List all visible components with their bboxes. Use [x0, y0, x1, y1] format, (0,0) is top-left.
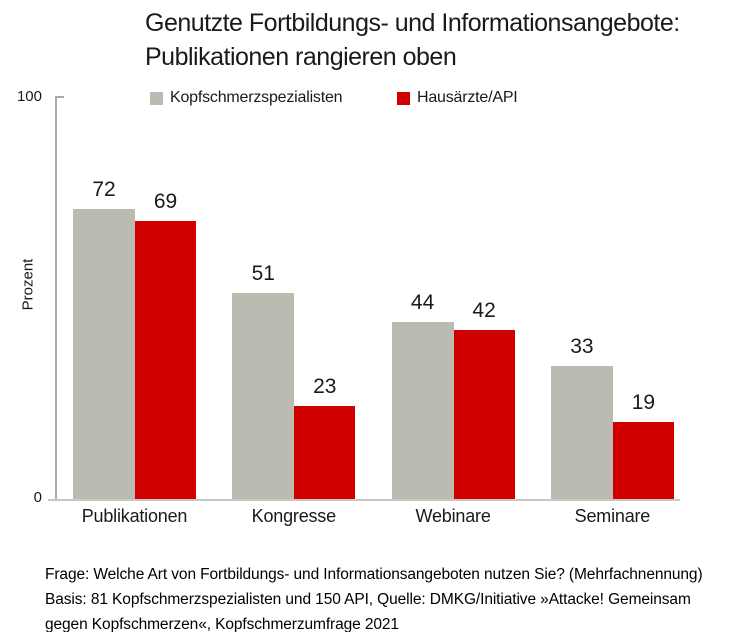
bar-kopfschmerzspezialisten-seminare: [550, 366, 613, 499]
source-note-line-1: Frage: Welche Art von Fortbildungs- und …: [45, 566, 703, 583]
legend-swatch-gray: [150, 91, 163, 105]
legend-label-specialists: Kopfschmerzspezialisten: [170, 89, 343, 106]
bar-value-label-haus-rzte-api-publikationen: 69: [153, 190, 178, 213]
legend-label-gps: Hausärzte/API: [417, 89, 518, 106]
source-note: Frage: Welche Art von Fortbildungs- und …: [45, 562, 745, 632]
source-note-line-2: Basis: 81 Kopfschmerzspezialisten und 15…: [45, 591, 691, 608]
bar-value-label-haus-rzte-api-webinare: 42: [472, 299, 496, 322]
chart-title-line-2: Publikationen rangieren oben: [145, 43, 457, 71]
legend-swatch-red: [397, 91, 410, 105]
bar-kopfschmerzspezialisten-kongresse: [232, 293, 295, 499]
bar-haus-rzte-api-seminare: [612, 422, 674, 499]
bar-kopfschmerzspezialisten-publikationen: [73, 209, 135, 499]
y-axis-min-tick-label: 0: [33, 489, 42, 506]
x-axis-category-label-seminare: Seminare: [574, 506, 651, 526]
chart-title: Genutzte Fortbildungs- und Informationsa…: [145, 6, 745, 74]
legend-item-specialists: Kopfschmerzspezialisten: [150, 89, 343, 107]
source-note-line-3: gegen Kopfschmerzen«, Kopfschmerzumfrage…: [45, 616, 399, 632]
y-axis-max-tick-label: 100: [16, 88, 42, 105]
bar-value-label-haus-rzte-api-kongresse: 23: [313, 375, 337, 398]
bar-haus-rzte-api-webinare: [453, 330, 515, 499]
bar-value-label-haus-rzte-api-seminare: 19: [631, 391, 656, 414]
y-axis-top-tick: [55, 96, 64, 98]
bar-haus-rzte-api-publikationen: [135, 221, 196, 499]
bar-value-label-kopfschmerzspezialisten-kongresse: 51: [251, 262, 275, 285]
bar-kopfschmerzspezialisten-webinare: [391, 322, 454, 499]
bar-value-label-kopfschmerzspezialisten-publikationen: 72: [92, 178, 116, 201]
x-axis-line: [48, 499, 680, 501]
legend-item-gps: Hausärzte/API: [397, 89, 518, 107]
chart-title-line-1: Genutzte Fortbildungs- und Informationsa…: [145, 9, 680, 37]
bar-value-label-kopfschmerzspezialisten-webinare: 44: [410, 291, 435, 314]
bar-haus-rzte-api-kongresse: [294, 406, 356, 499]
y-axis-line: [55, 96, 57, 500]
x-axis-category-label-kongresse: Kongresse: [251, 506, 336, 526]
x-axis-category-label-publikationen: Publikationen: [81, 506, 188, 526]
bar-value-label-kopfschmerzspezialisten-seminare: 33: [570, 335, 594, 358]
x-axis-category-label-webinare: Webinare: [415, 506, 491, 526]
y-axis-title: Prozent: [19, 258, 37, 311]
